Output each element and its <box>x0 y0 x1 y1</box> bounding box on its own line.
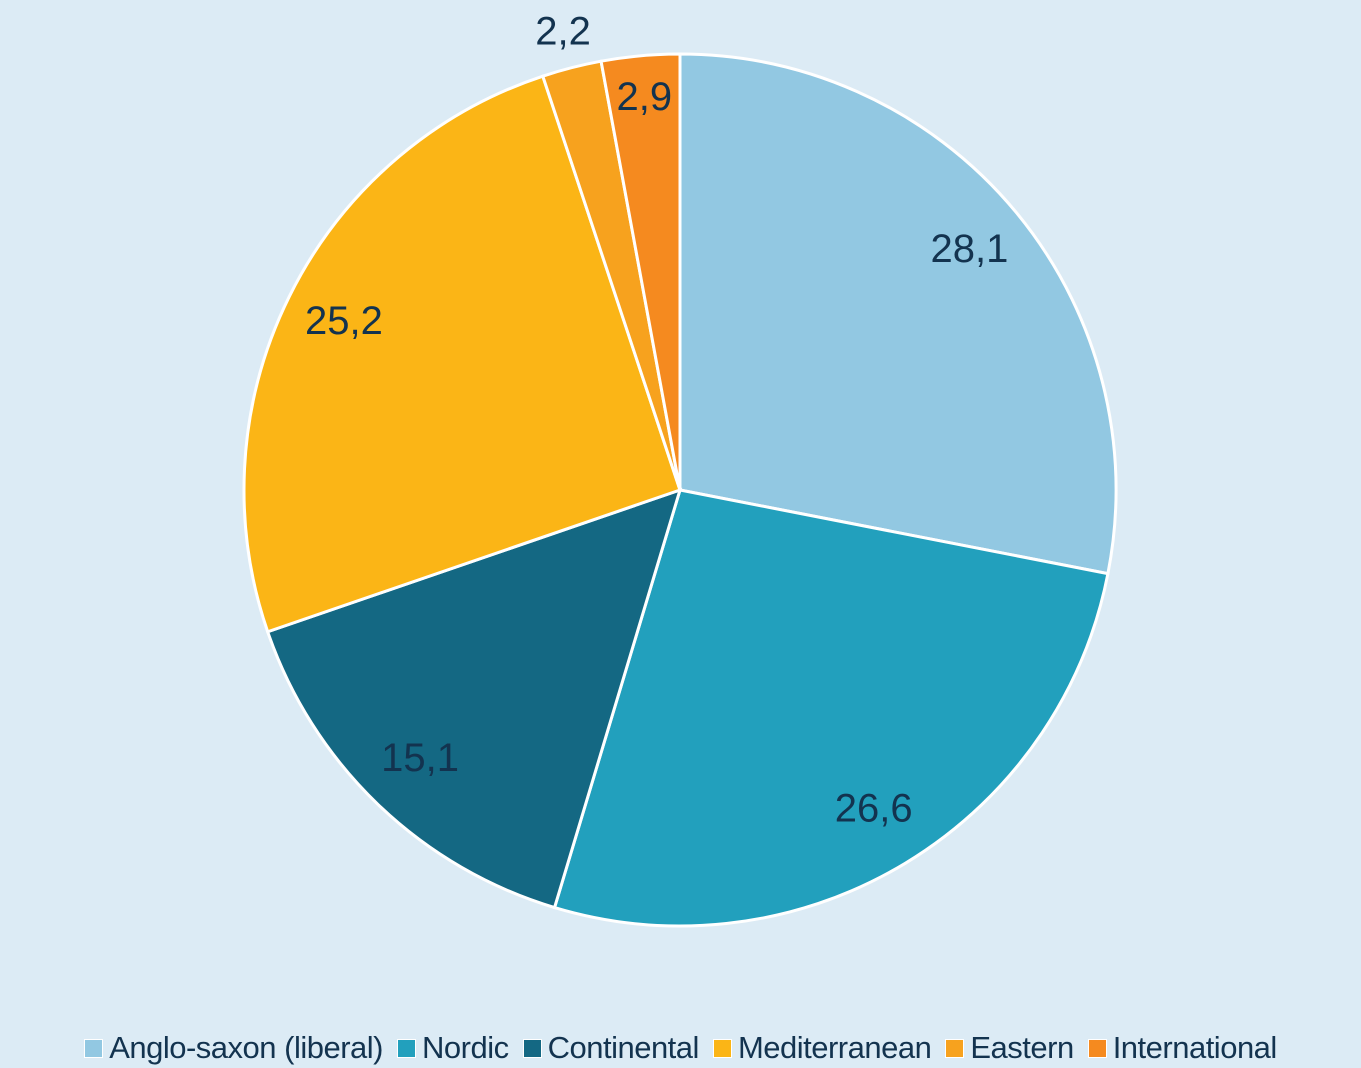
legend-label: Nordic <box>422 1030 509 1065</box>
legend-item: Anglo-saxon (liberal) <box>84 1030 383 1066</box>
legend-swatch <box>522 1038 542 1058</box>
chart: 28,1 26,6 15,1 25,2 2,2 2,9 <box>242 9 1118 928</box>
pie-slice <box>599 52 682 491</box>
legend-item: Nordic <box>397 1030 509 1066</box>
legend-swatch <box>945 1038 965 1058</box>
pie-slice <box>242 74 682 634</box>
legend-label: International <box>1112 1030 1278 1065</box>
pie-slice <box>265 487 683 910</box>
legend-swatch <box>712 1038 732 1058</box>
legend: Anglo-saxon (liberal) Nordic Continental Me… <box>0 1028 1361 1068</box>
legend-swatch <box>397 1038 416 1058</box>
legend-item: Continental <box>522 1030 700 1066</box>
data-label: 25,2 <box>305 299 383 343</box>
data-label: 2,9 <box>617 75 673 119</box>
data-label: 28,1 <box>931 227 1009 271</box>
legend-label: Eastern <box>970 1030 1074 1065</box>
legend-item: Eastern <box>945 1030 1074 1066</box>
data-label: 26,6 <box>835 787 913 831</box>
legend-swatch <box>1087 1038 1107 1058</box>
data-label: 2,2 <box>535 9 591 53</box>
data-label: 15,1 <box>381 736 459 780</box>
legend-label: Mediterranean <box>737 1030 932 1065</box>
legend-item: Mediterranean <box>712 1030 932 1066</box>
legend-label: Anglo-saxon (liberal) <box>109 1030 383 1065</box>
legend-item: International <box>1087 1030 1278 1066</box>
legend-swatch <box>84 1038 104 1058</box>
pie-slice <box>678 52 1118 576</box>
legend-label: Continental <box>547 1030 700 1065</box>
pie-slice <box>552 488 1110 928</box>
